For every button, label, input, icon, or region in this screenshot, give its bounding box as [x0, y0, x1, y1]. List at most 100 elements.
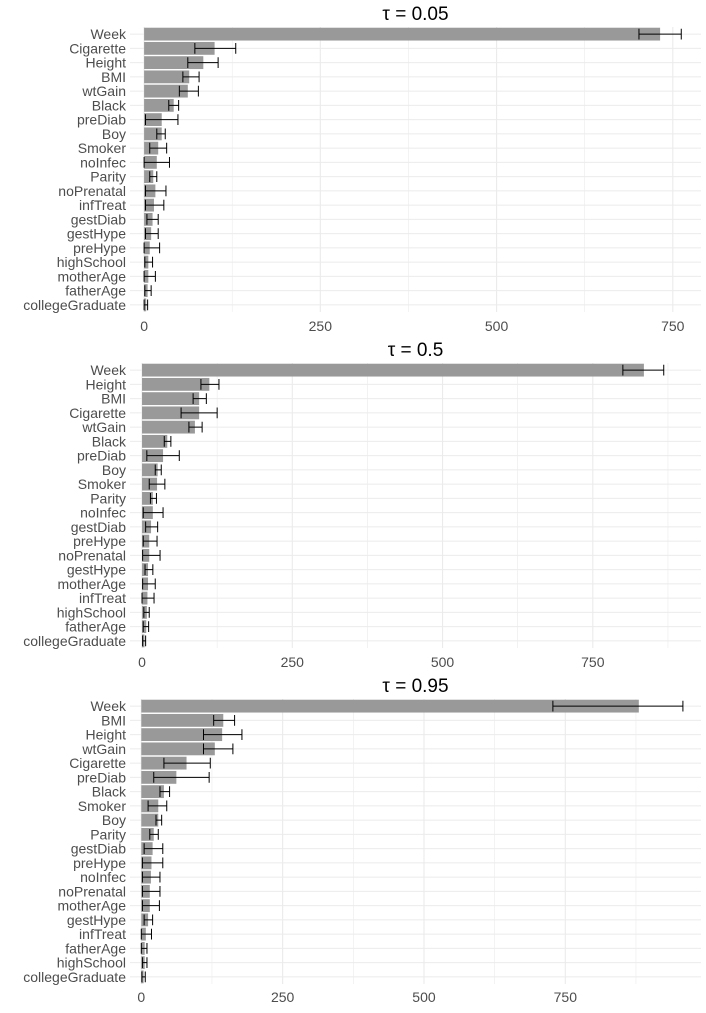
category-label: noPrenatal [58, 883, 126, 899]
error-bar [143, 914, 154, 926]
error-bar [178, 85, 199, 97]
error-bar [187, 57, 219, 69]
category-label: noPrenatal [58, 547, 126, 563]
category-label: infTreat [79, 590, 126, 606]
bar [141, 827, 154, 841]
category-label: fatherAge [65, 940, 126, 956]
error-bar [141, 871, 161, 883]
error-bar [143, 606, 150, 618]
error-bar [146, 450, 180, 462]
error-bar [143, 843, 164, 855]
error-bar [149, 492, 157, 504]
bar [142, 491, 153, 505]
error-bar [552, 700, 684, 712]
error-bar [142, 621, 150, 633]
error-bar [156, 128, 166, 140]
category-label: noPrenatal [58, 183, 126, 199]
error-bar [149, 828, 159, 840]
error-bar [140, 928, 152, 940]
error-bar [145, 228, 159, 240]
category-label: collegeGraduate [23, 969, 126, 985]
category-label: highSchool [57, 604, 126, 620]
category-label: Parity [90, 826, 126, 842]
category-label: Height [86, 376, 127, 392]
bar [142, 463, 158, 477]
bar [142, 392, 200, 406]
error-bar [202, 743, 234, 755]
error-bar [188, 421, 203, 433]
x-tick-label: 500 [431, 654, 455, 670]
category-label: preHype [73, 240, 126, 256]
category-label: Boy [102, 812, 126, 828]
error-bar [638, 28, 682, 40]
error-bar [145, 521, 159, 533]
category-label: Cigarette [69, 40, 126, 56]
error-bar [149, 171, 158, 183]
category-label: BMI [101, 391, 126, 407]
chart-panel-2: τ = 0.5 WeekHeightBMICigarettewtGainBlack… [23, 340, 701, 670]
category-label: Black [92, 433, 127, 449]
error-bar [213, 714, 236, 726]
x-tick-label: 0 [140, 318, 148, 334]
bar [144, 84, 188, 98]
category-label: preDiab [77, 769, 126, 785]
error-bar [145, 199, 165, 211]
x-tick-label: 750 [554, 989, 578, 1005]
error-bar [141, 971, 146, 983]
error-bar [142, 535, 158, 547]
category-label: preHype [73, 533, 126, 549]
category-label: wtGain [81, 741, 126, 757]
bar [141, 813, 159, 827]
error-bar [142, 507, 164, 519]
error-bar [148, 478, 166, 490]
category-label: Height [86, 55, 127, 71]
x-tick-label: 0 [138, 654, 146, 670]
error-bar [144, 285, 152, 297]
category-label: Boy [102, 462, 126, 478]
category-label: fatherAge [65, 619, 126, 635]
category-label: preHype [73, 855, 126, 871]
error-bar [143, 299, 149, 311]
error-bar [622, 364, 665, 376]
category-label: highSchool [57, 955, 126, 971]
category-label: motherAge [58, 576, 127, 592]
error-bar [145, 114, 179, 126]
error-bar [146, 213, 159, 225]
error-bar [143, 156, 170, 168]
category-label: collegeGraduate [23, 297, 126, 313]
category-label: Boy [102, 126, 126, 142]
category-label: Cigarette [69, 755, 126, 771]
error-bar [141, 885, 161, 897]
error-bar [141, 592, 155, 604]
error-bar [140, 942, 148, 954]
bar [141, 699, 639, 713]
category-label: Week [90, 362, 127, 378]
category-label: gestHype [67, 562, 126, 578]
error-bar [194, 42, 237, 54]
error-bar [141, 900, 160, 912]
x-tick-label: 250 [271, 989, 295, 1005]
category-label: Smoker [78, 798, 127, 814]
bar [142, 434, 168, 448]
error-bar [163, 435, 172, 447]
error-bar [142, 578, 156, 590]
category-label: Cigarette [69, 405, 126, 421]
error-bar [153, 771, 210, 783]
error-bar [143, 270, 156, 282]
category-label: Week [90, 698, 127, 714]
category-label: motherAge [58, 268, 127, 284]
category-label: noInfec [80, 154, 126, 170]
x-tick-label: 250 [281, 654, 305, 670]
error-bar [141, 957, 148, 969]
category-label: gestDiab [71, 211, 126, 227]
category-label: motherAge [58, 898, 127, 914]
error-bar [144, 564, 154, 576]
x-tick-label: 750 [661, 318, 685, 334]
bar [142, 363, 644, 377]
category-label: gestDiab [71, 519, 126, 535]
category-label: Height [86, 727, 127, 743]
bar [141, 742, 215, 756]
category-label: infTreat [79, 926, 126, 942]
